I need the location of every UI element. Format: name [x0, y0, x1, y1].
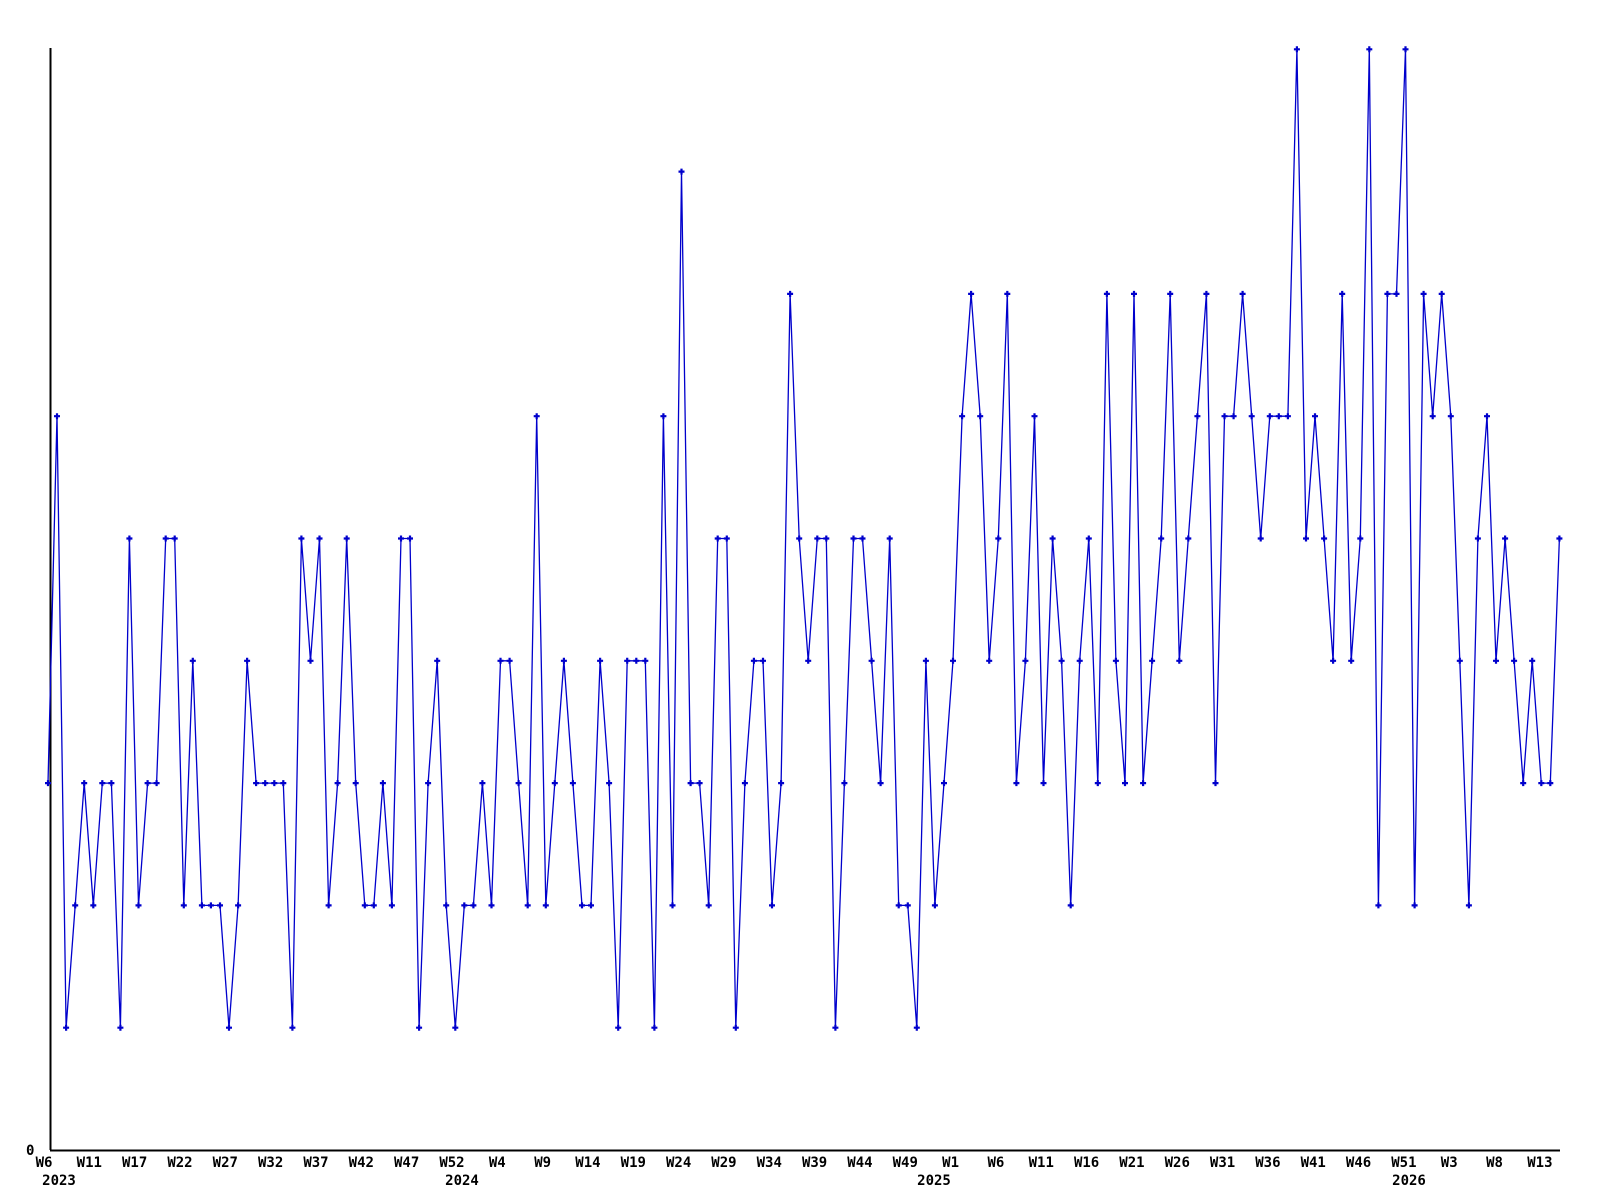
data-series-line [47, 49, 1561, 1028]
x-tick-label: W52 [439, 1155, 464, 1171]
x-tick-label: W36 [1255, 1155, 1280, 1171]
x-tick-label: W13 [1527, 1155, 1552, 1171]
x-tick-label: W8 [1486, 1155, 1503, 1171]
x-tick-label: W9 [534, 1155, 551, 1171]
x-tick-label: W41 [1301, 1155, 1326, 1171]
x-tick-label: W27 [213, 1155, 238, 1171]
x-tick-label: W21 [1119, 1155, 1144, 1171]
x-tick-label: W16 [1074, 1155, 1099, 1171]
x-year-label: 2025 [917, 1173, 951, 1189]
x-tick-label: W22 [167, 1155, 192, 1171]
x-tick-label: W32 [258, 1155, 283, 1171]
x-tick-label: W3 [1441, 1155, 1458, 1171]
x-tick-label: W14 [575, 1155, 600, 1171]
data-point-markers [45, 46, 1563, 1031]
x-tick-label: W26 [1165, 1155, 1190, 1171]
x-tick-label: W17 [122, 1155, 147, 1171]
x-tick-label: W49 [893, 1155, 918, 1171]
x-tick-label: W51 [1391, 1155, 1416, 1171]
x-tick-label: W47 [394, 1155, 419, 1171]
x-tick-label: W46 [1346, 1155, 1371, 1171]
x-tick-label: W11 [1029, 1155, 1054, 1171]
x-tick-label: W19 [621, 1155, 646, 1171]
x-tick-label: W11 [77, 1155, 102, 1171]
x-tick-label: W4 [489, 1155, 506, 1171]
x-tick-label: W29 [711, 1155, 736, 1171]
x-tick-label: W39 [802, 1155, 827, 1171]
x-tick-label: W6 [36, 1155, 53, 1171]
x-tick-label: W42 [349, 1155, 374, 1171]
x-year-label: 2024 [445, 1173, 479, 1189]
x-tick-label: W34 [757, 1155, 782, 1171]
x-tick-label: W6 [988, 1155, 1005, 1171]
x-tick-label: W31 [1210, 1155, 1235, 1171]
x-tick-label: W37 [303, 1155, 328, 1171]
x-year-label: 2023 [42, 1173, 76, 1189]
x-tick-label: W44 [847, 1155, 872, 1171]
x-tick-label: W1 [942, 1155, 959, 1171]
y-axis-zero-label: 0 [26, 1143, 34, 1159]
x-year-label: 2026 [1392, 1173, 1426, 1189]
x-tick-label: W24 [666, 1155, 691, 1171]
